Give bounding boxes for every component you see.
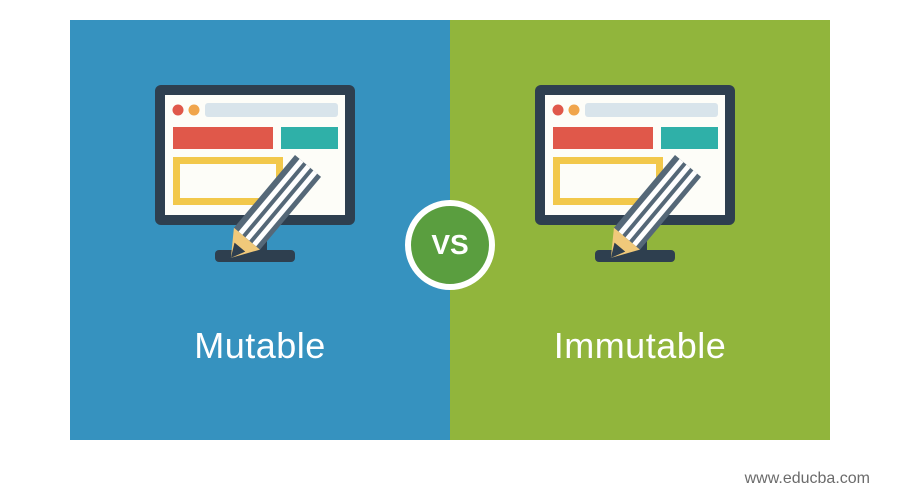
vs-badge: VS — [405, 200, 495, 290]
left-label: Mutable — [194, 325, 326, 367]
monitor-edit-icon — [525, 75, 755, 285]
right-label: Immutable — [554, 325, 727, 367]
right-panel: Immutable — [450, 20, 830, 440]
monitor-edit-icon — [145, 75, 375, 285]
footer-url: www.educba.com — [745, 470, 870, 488]
vs-text: VS — [431, 229, 468, 261]
left-panel: Mutable — [70, 20, 450, 440]
